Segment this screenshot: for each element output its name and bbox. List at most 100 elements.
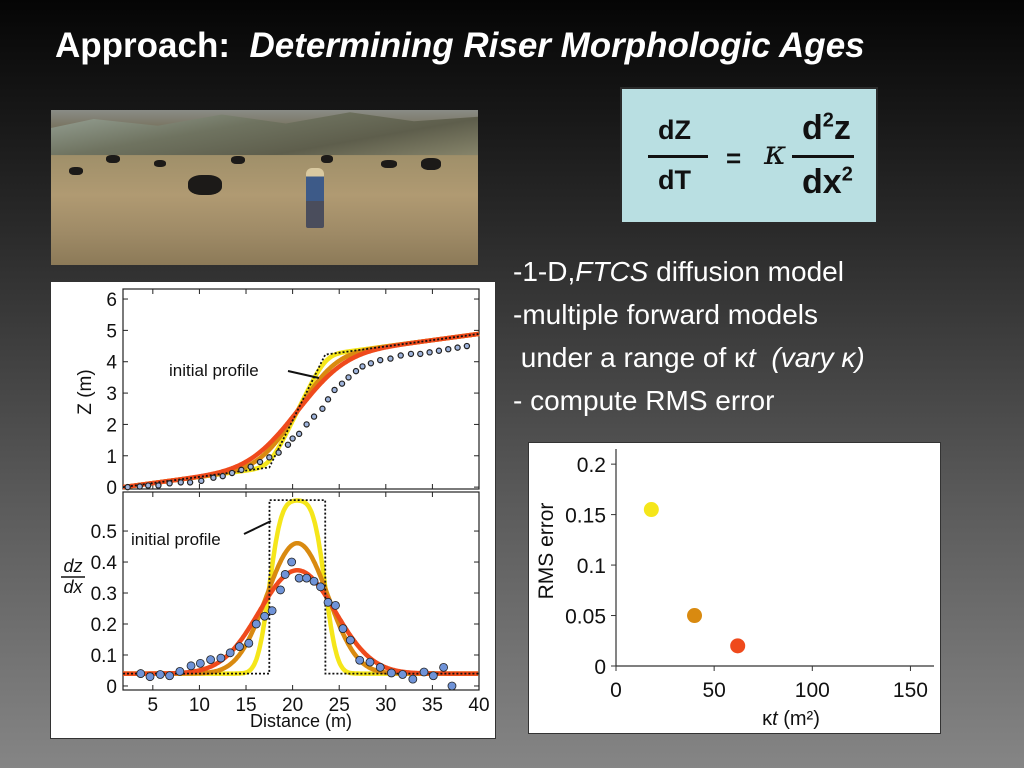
eq-exp: 2 <box>822 109 834 132</box>
photo-yak <box>188 175 222 195</box>
y-tick-label: 0.15 <box>565 505 606 528</box>
initial-profile-line <box>123 333 480 489</box>
observed-point <box>386 668 396 678</box>
observed-point <box>198 477 205 485</box>
y-tick-label: 4 <box>106 353 117 374</box>
slope-annotation-leader <box>243 520 272 535</box>
observed-point <box>397 352 404 359</box>
observed-point <box>195 658 205 668</box>
observed-point <box>295 430 303 438</box>
observed-point <box>225 648 235 658</box>
rms-point <box>643 502 659 518</box>
y-tick-label: 0.2 <box>91 615 117 636</box>
observed-point <box>294 573 304 583</box>
plot-frame <box>122 288 480 490</box>
x-tick-label: 150 <box>893 679 928 702</box>
y-tick-label: 0.4 <box>91 553 118 574</box>
observed-point <box>302 573 311 583</box>
observed-point <box>284 441 292 448</box>
y-tick-label: 2 <box>106 415 117 436</box>
y-tick-label: 0 <box>594 656 606 679</box>
x-tick-label: 10 <box>189 695 210 716</box>
x-tick-label: 100 <box>795 679 830 702</box>
eq-z: z <box>833 109 851 147</box>
x-tick-label: 20 <box>282 695 303 716</box>
x-tick-label: 15 <box>235 695 256 716</box>
observed-point <box>338 380 346 387</box>
photo-yak <box>69 167 83 175</box>
slope-annotation: initial profile <box>131 530 221 549</box>
photo-hills <box>51 112 478 155</box>
observed-point <box>206 655 216 665</box>
observed-point <box>124 483 131 491</box>
eq-d: d <box>802 109 823 147</box>
eq-kappa: κ <box>764 133 787 173</box>
eq-lhs-denominator: dT <box>658 165 691 195</box>
y-tick-label: 0.1 <box>91 646 117 667</box>
observed-point <box>155 482 162 489</box>
observed-point <box>267 606 277 616</box>
y-tick-label: 3 <box>106 384 117 405</box>
observed-point <box>331 386 338 394</box>
observed-point <box>145 672 155 682</box>
x-tick-label: 30 <box>375 695 396 716</box>
observed-point <box>289 435 296 442</box>
method-bullets: -1-D,FTCS diffusion model -multiple forwa… <box>513 250 865 422</box>
diffusion-equation: dZ dT = κ d2z dx2 <box>620 87 878 224</box>
slope-y-label-den: dx <box>63 577 83 597</box>
photo-yak <box>421 158 441 170</box>
photo-yak <box>231 156 245 164</box>
observed-point <box>377 356 384 364</box>
observed-point <box>345 374 352 381</box>
observed-point <box>367 360 375 367</box>
observed-point <box>251 619 261 629</box>
bullet-item: -multiple forward models <box>513 293 865 336</box>
y-tick-label: 6 <box>106 290 117 311</box>
bullet-text: -multiple forward models <box>513 299 818 330</box>
x-tick-label: 35 <box>422 695 443 716</box>
y-tick-label: 0 <box>106 478 117 499</box>
observed-point <box>186 479 194 486</box>
photo-yak <box>321 155 333 163</box>
observed-point <box>280 570 290 579</box>
rms-chart-svg: RMS error κt (m²) 0 0.05 0.1 0.15 0.2 0 50 100 1… <box>535 449 934 730</box>
observed-point <box>454 344 461 351</box>
observed-point <box>216 653 226 663</box>
observed-point <box>276 585 285 595</box>
rms-x-label: κt (m²) <box>762 708 820 730</box>
observed-point <box>419 667 429 677</box>
observed-point <box>166 480 173 487</box>
observed-point <box>186 661 196 671</box>
observed-point <box>136 483 143 490</box>
observed-point <box>426 349 433 356</box>
field-photo <box>51 110 478 265</box>
observed-point <box>316 582 325 592</box>
elevation-y-label: Z (m) <box>75 369 96 414</box>
plot-frame <box>122 491 480 691</box>
observed-point <box>303 421 310 428</box>
slide-title: Approach: Determining Riser Morphologic … <box>55 26 865 66</box>
observed-point <box>417 350 424 358</box>
observed-point <box>228 469 236 477</box>
y-tick-label: 0.3 <box>91 584 117 605</box>
photo-yak <box>154 160 166 167</box>
observed-point <box>463 342 471 350</box>
x-tick-label: 40 <box>468 695 489 716</box>
elevation-annotation: initial profile <box>169 361 259 380</box>
observed-point <box>428 671 438 681</box>
observed-point <box>331 601 340 610</box>
rms-x-label-kappa: κ <box>762 708 773 730</box>
photo-surveyor <box>306 168 324 228</box>
observed-point <box>387 355 394 362</box>
bullet-text: -1-D, <box>513 256 576 287</box>
y-tick-label: 0.2 <box>577 454 606 477</box>
observed-point <box>345 635 355 645</box>
photo-yak <box>381 160 397 168</box>
observed-point <box>445 345 452 353</box>
observed-point <box>256 458 264 466</box>
observed-point <box>447 681 457 691</box>
observed-point <box>144 482 152 489</box>
observed-point <box>244 638 254 648</box>
